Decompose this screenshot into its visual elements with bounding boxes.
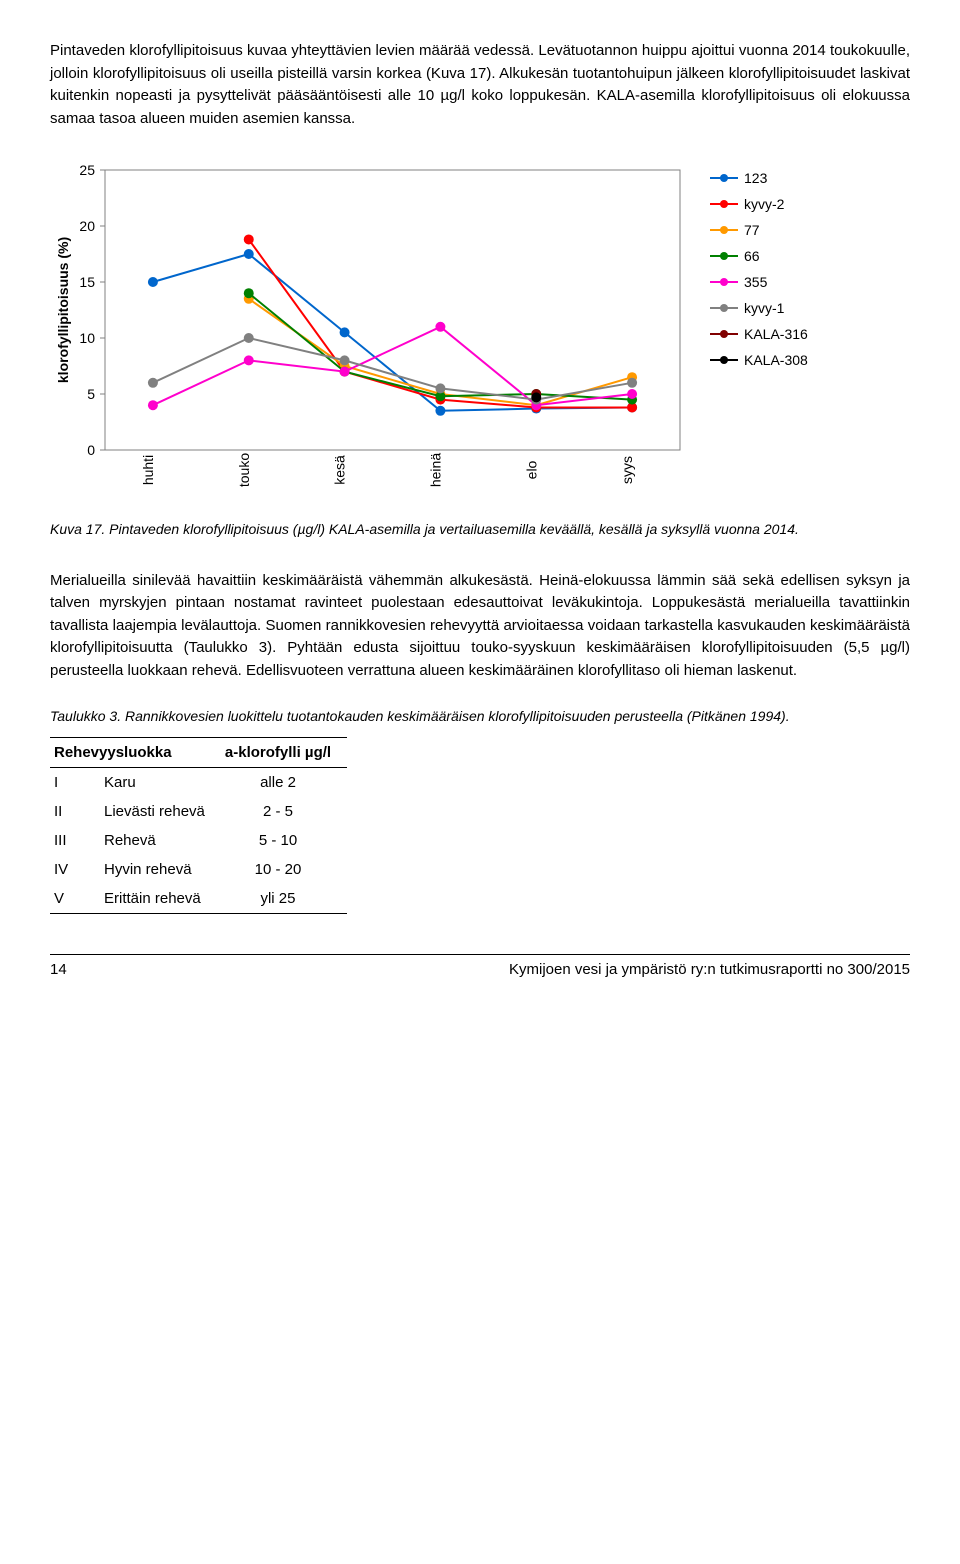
table-cell: alle 2	[221, 767, 347, 797]
legend-item: 66	[710, 248, 808, 264]
svg-text:25: 25	[79, 162, 95, 178]
svg-text:0: 0	[87, 442, 95, 458]
legend-item: KALA-316	[710, 326, 808, 342]
table-cell: 10 - 20	[221, 855, 347, 884]
legend-item: 77	[710, 222, 808, 238]
svg-text:10: 10	[79, 330, 95, 346]
classification-table: Rehevyysluokka a-klorofylli µg/l IKarual…	[50, 737, 347, 914]
table-row: VErittäin reheväyli 25	[50, 884, 347, 914]
table-cell: Lievästi rehevä	[100, 797, 221, 826]
svg-text:heinä: heinä	[427, 453, 443, 487]
table-cell: II	[50, 797, 100, 826]
legend-label: KALA-316	[744, 326, 808, 342]
chart-legend: 123 kyvy-2 77 66 355 kyvy-1 KALA-316 KALA-308	[710, 160, 808, 378]
footer-title: Kymijoen vesi ja ympäristö ry:n tutkimus…	[509, 961, 910, 978]
table-caption: Taulukko 3. Rannikkovesien luokittelu tu…	[50, 707, 910, 727]
svg-text:touko: touko	[236, 453, 252, 487]
chart-wrapper: 0 5 10 15 20 25 huhti touko kesä heinä elo syys klor…	[50, 160, 910, 500]
svg-text:20: 20	[79, 218, 95, 234]
chart-caption: Kuva 17. Pintaveden klorofyllipitoisuus …	[50, 520, 910, 540]
svg-text:huhti: huhti	[140, 455, 156, 485]
table-cell: IV	[50, 855, 100, 884]
legend-label: 355	[744, 274, 767, 290]
table-cell: Rehevä	[100, 826, 221, 855]
legend-item: kyvy-2	[710, 196, 808, 212]
page-footer: 14 Kymijoen vesi ja ympäristö ry:n tutki…	[50, 954, 910, 978]
table-cell: 5 - 10	[221, 826, 347, 855]
legend-label: KALA-308	[744, 352, 808, 368]
svg-text:5: 5	[87, 386, 95, 402]
svg-text:kesä: kesä	[332, 455, 348, 485]
table-header-class: Rehevyysluokka	[50, 737, 221, 767]
legend-item: 355	[710, 274, 808, 290]
legend-item: 123	[710, 170, 808, 186]
table-row: IVHyvin rehevä10 - 20	[50, 855, 347, 884]
legend-label: 66	[744, 248, 760, 264]
legend-label: kyvy-1	[744, 300, 784, 316]
table-header-chl: a-klorofylli µg/l	[221, 737, 347, 767]
paragraph-2: Merialueilla sinilevää havaittiin keskim…	[50, 570, 910, 683]
page-number: 14	[50, 961, 67, 978]
table-row: IKarualle 2	[50, 767, 347, 797]
svg-text:syys: syys	[619, 456, 635, 484]
legend-item: KALA-308	[710, 352, 808, 368]
table-cell: Erittäin rehevä	[100, 884, 221, 914]
table-cell: yli 25	[221, 884, 347, 914]
table-cell: I	[50, 767, 100, 797]
legend-item: kyvy-1	[710, 300, 808, 316]
svg-text:15: 15	[79, 274, 95, 290]
legend-label: 123	[744, 170, 767, 186]
chart-area: 0 5 10 15 20 25 huhti touko kesä heinä elo syys klor…	[50, 160, 690, 500]
svg-text:elo: elo	[523, 460, 539, 479]
table-cell: Hyvin rehevä	[100, 855, 221, 884]
table-cell: V	[50, 884, 100, 914]
paragraph-1: Pintaveden klorofyllipitoisuus kuvaa yht…	[50, 40, 910, 130]
table-row: IIIRehevä5 - 10	[50, 826, 347, 855]
legend-label: kyvy-2	[744, 196, 784, 212]
table-cell: Karu	[100, 767, 221, 797]
svg-text:klorofyllipitoisuus (%): klorofyllipitoisuus (%)	[55, 237, 71, 383]
table-cell: III	[50, 826, 100, 855]
legend-label: 77	[744, 222, 760, 238]
table-row: IILievästi rehevä2 - 5	[50, 797, 347, 826]
table-cell: 2 - 5	[221, 797, 347, 826]
chart-svg: 0 5 10 15 20 25 huhti touko kesä heinä elo syys klor…	[50, 160, 690, 500]
